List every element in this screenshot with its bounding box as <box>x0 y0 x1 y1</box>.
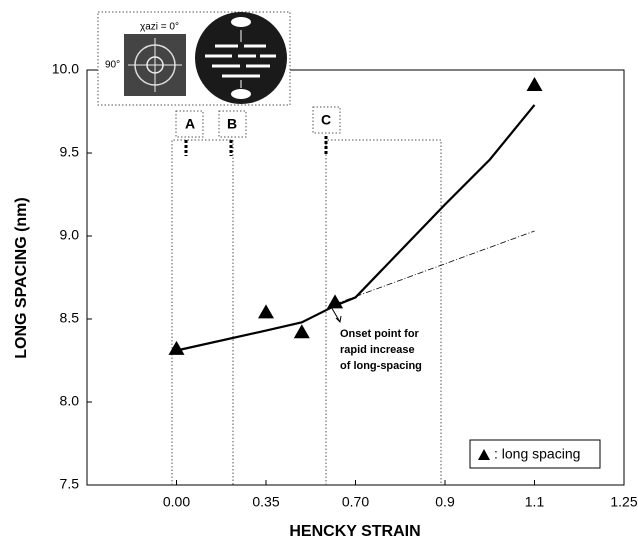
inset-label: 90° <box>105 60 120 71</box>
x-tick-label: 1.25 <box>610 494 637 510</box>
data-point <box>327 294 344 309</box>
x-tick-label: 1.1 <box>525 494 545 510</box>
data-point <box>293 324 310 339</box>
data-point <box>526 76 543 91</box>
region-markers <box>184 136 328 156</box>
annotation: rapid increase <box>340 344 415 356</box>
annotation-arrowhead <box>335 315 342 324</box>
fit-curve <box>176 104 536 352</box>
label-box-b <box>218 110 247 138</box>
x-tick-label: 0.35 <box>252 494 279 510</box>
legend-label: : long spacing <box>494 446 580 462</box>
inset-lamellae <box>205 44 276 78</box>
y-tick-label: 9.5 <box>60 144 80 160</box>
regions <box>171 106 442 485</box>
label-box-c <box>312 106 341 134</box>
x-tick-label: 0.70 <box>342 494 369 510</box>
data-point <box>258 304 274 319</box>
legend-box <box>469 439 601 469</box>
inset-spot <box>231 17 251 27</box>
y-tick-label: 9.0 <box>60 227 80 243</box>
region-c <box>325 139 442 485</box>
y-tick-label: 7.5 <box>60 476 80 492</box>
x-tick-label: 0.9 <box>435 494 455 510</box>
extrapolation-line <box>334 230 535 305</box>
plot-frame <box>86 69 625 486</box>
annotation: of long-spacing <box>340 360 422 372</box>
y-axis-title: LONG SPACING (nm) <box>13 197 30 358</box>
x-tick-label: 0.00 <box>163 494 190 510</box>
inset: χazi = 0° 90° <box>97 11 291 106</box>
legend-marker <box>478 449 490 460</box>
annotation: Onset point for <box>340 328 420 340</box>
inset-spot <box>231 89 251 99</box>
y-tick-label: 8.5 <box>60 310 80 326</box>
x-axis-title: HENCKY STRAIN <box>289 523 420 540</box>
region-label: B <box>227 116 237 132</box>
y-tick-label: 8.0 <box>60 393 80 409</box>
inset-disk <box>195 12 287 104</box>
inset-label: χazi = 0° <box>140 22 179 33</box>
region-ab <box>171 139 234 485</box>
label-box-a <box>175 110 204 138</box>
region-label: A <box>185 116 195 132</box>
data-point <box>168 340 185 355</box>
region-label: C <box>321 112 331 128</box>
y-tick-label: 10.0 <box>52 61 79 77</box>
